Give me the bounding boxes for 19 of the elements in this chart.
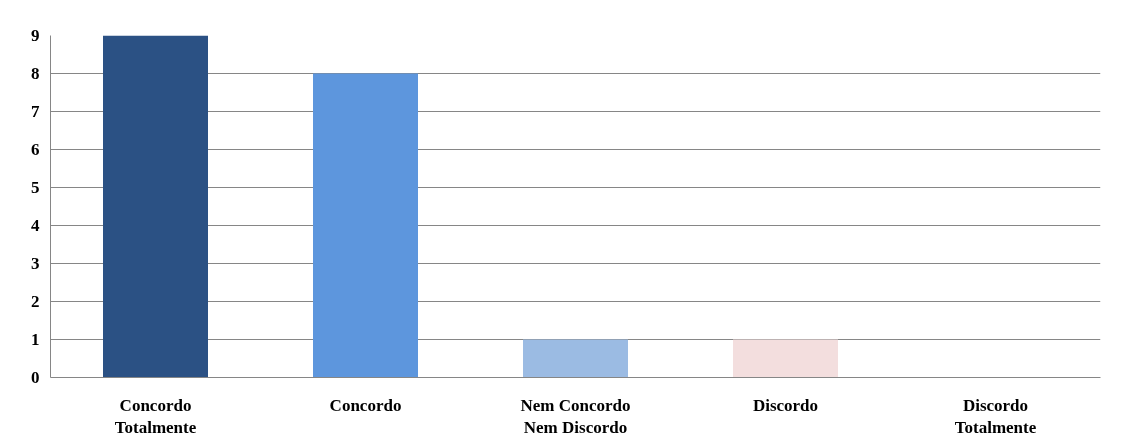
y-tick-label: 3 — [31, 254, 40, 273]
y-tick-label: 5 — [31, 178, 40, 197]
x-tick-label: Concordo Totalmente — [114, 395, 197, 438]
x-tick-label: Discordo Totalmente — [954, 395, 1037, 438]
y-tick-label: 7 — [31, 102, 40, 121]
y-tick-label: 1 — [31, 330, 40, 349]
bar — [103, 35, 208, 378]
y-tick-label: 4 — [31, 216, 40, 235]
y-tick-label: 2 — [31, 292, 40, 311]
x-tick-label: Discordo — [752, 395, 819, 415]
y-tick-label: 0 — [31, 368, 40, 387]
y-tick-label: 8 — [31, 64, 40, 83]
y-tick-label: 9 — [31, 26, 40, 45]
bar — [523, 339, 628, 378]
bar — [733, 339, 838, 378]
bar — [313, 73, 418, 378]
x-tick-label: Nem Concordo Nem Discordo — [520, 395, 631, 438]
y-tick-label: 6 — [31, 140, 40, 159]
x-tick-label: Concordo — [329, 395, 402, 415]
